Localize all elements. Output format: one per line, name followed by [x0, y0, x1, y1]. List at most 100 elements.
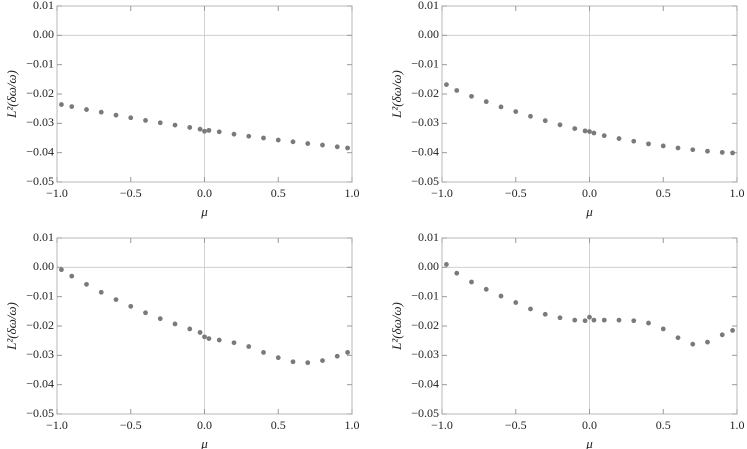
data-point — [469, 93, 474, 99]
data-point — [557, 122, 563, 128]
data-point — [216, 337, 222, 343]
y-tick-label: −0.05 — [411, 174, 439, 188]
data-point — [320, 358, 325, 364]
data-point — [528, 113, 533, 119]
data-point — [197, 126, 203, 132]
x-tick-label: 1.0 — [730, 186, 745, 200]
data-point — [320, 142, 325, 148]
y-tick-label: −0.02 — [411, 86, 439, 100]
x-axis-label: μ — [585, 436, 593, 449]
data-point — [261, 135, 266, 141]
data-point — [157, 316, 163, 322]
y-tick-label: −0.01 — [411, 288, 439, 302]
x-tick-label: −1.0 — [46, 418, 68, 432]
x-tick-label: −1.0 — [431, 186, 453, 200]
y-tick-label: −0.03 — [411, 115, 439, 129]
data-point — [730, 150, 735, 156]
data-point — [444, 82, 449, 88]
data-point — [84, 107, 89, 112]
data-point — [542, 311, 548, 317]
data-point — [84, 281, 89, 287]
x-tick-label: −1.0 — [46, 186, 68, 200]
x-tick-label: 0.0 — [197, 186, 212, 200]
x-tick-label: 1.0 — [730, 418, 745, 432]
data-point — [582, 128, 588, 134]
y-axis-label: L²(δω/ω) — [389, 302, 404, 351]
data-point — [113, 297, 119, 302]
x-tick-label: 0.5 — [656, 186, 671, 200]
x-tick-label: 0.0 — [582, 418, 597, 432]
y-tick-label: −0.03 — [411, 347, 439, 361]
data-point — [557, 315, 563, 321]
data-point — [261, 350, 266, 355]
x-tick-label: −0.5 — [505, 418, 527, 432]
y-tick-label: −0.01 — [411, 56, 439, 70]
data-point — [334, 144, 340, 150]
y-axis-label: L²(δω/ω) — [4, 70, 19, 119]
x-axis-label: μ — [585, 204, 593, 219]
x-tick-label: −1.0 — [431, 418, 453, 432]
y-tick-label: 0.01 — [418, 0, 439, 12]
x-tick-label: 0.0 — [197, 418, 212, 432]
data-point — [730, 328, 735, 333]
data-point — [498, 104, 504, 110]
data-point — [591, 130, 597, 136]
y-tick-label: −0.04 — [26, 376, 54, 390]
y-tick-label: −0.04 — [26, 144, 54, 158]
data-point — [69, 273, 75, 279]
data-point — [143, 118, 148, 123]
data-point — [601, 317, 607, 323]
x-tick-label: −0.5 — [120, 186, 142, 200]
data-point — [587, 314, 592, 320]
panel: −0.05 −0.04 −0.03 −0.02 −0.01 0.00 0.01 −1.0 −0.… — [389, 230, 745, 449]
data-point — [454, 270, 460, 276]
data-point — [98, 109, 104, 115]
data-point — [646, 320, 651, 326]
data-point — [454, 88, 460, 93]
y-tick-label: 0.01 — [418, 230, 439, 244]
data-point — [591, 317, 597, 323]
data-point — [202, 128, 207, 134]
y-tick-label: −0.02 — [26, 318, 54, 332]
x-tick-label: 0.0 — [582, 186, 597, 200]
y-tick-label: 0.00 — [418, 27, 439, 41]
y-tick-label: −0.01 — [26, 288, 54, 302]
x-tick-label: 1.0 — [345, 186, 360, 200]
y-tick-label: 0.00 — [418, 259, 439, 273]
data-point — [631, 318, 637, 324]
y-tick-label: 0.00 — [33, 259, 54, 273]
data-point — [616, 317, 622, 323]
x-axis-label: μ — [200, 436, 208, 449]
data-point — [202, 334, 207, 340]
data-point — [444, 262, 449, 267]
data-point — [143, 310, 148, 316]
data-point — [59, 267, 64, 273]
data-point — [187, 125, 193, 130]
y-tick-label: 0.01 — [33, 230, 54, 244]
data-point — [690, 341, 696, 347]
x-axis-label: μ — [200, 204, 208, 219]
data-point — [631, 138, 637, 144]
data-point — [305, 141, 311, 146]
data-point — [690, 147, 696, 153]
data-point — [675, 145, 681, 151]
data-point — [157, 120, 163, 126]
data-point — [290, 139, 296, 145]
data-point — [59, 102, 64, 107]
y-tick-label: −0.02 — [26, 86, 54, 100]
data-point — [646, 141, 651, 147]
x-tick-label: 1.0 — [345, 418, 360, 432]
data-point — [113, 112, 119, 118]
data-point — [705, 148, 710, 154]
data-point — [206, 127, 212, 133]
data-point — [483, 99, 489, 105]
data-point — [705, 339, 710, 345]
data-point — [660, 143, 666, 149]
data-point — [275, 137, 281, 143]
data-point — [128, 303, 134, 309]
data-point — [675, 335, 681, 341]
y-tick-label: −0.03 — [26, 347, 54, 361]
data-point — [172, 321, 178, 327]
x-tick-label: 0.5 — [656, 418, 671, 432]
